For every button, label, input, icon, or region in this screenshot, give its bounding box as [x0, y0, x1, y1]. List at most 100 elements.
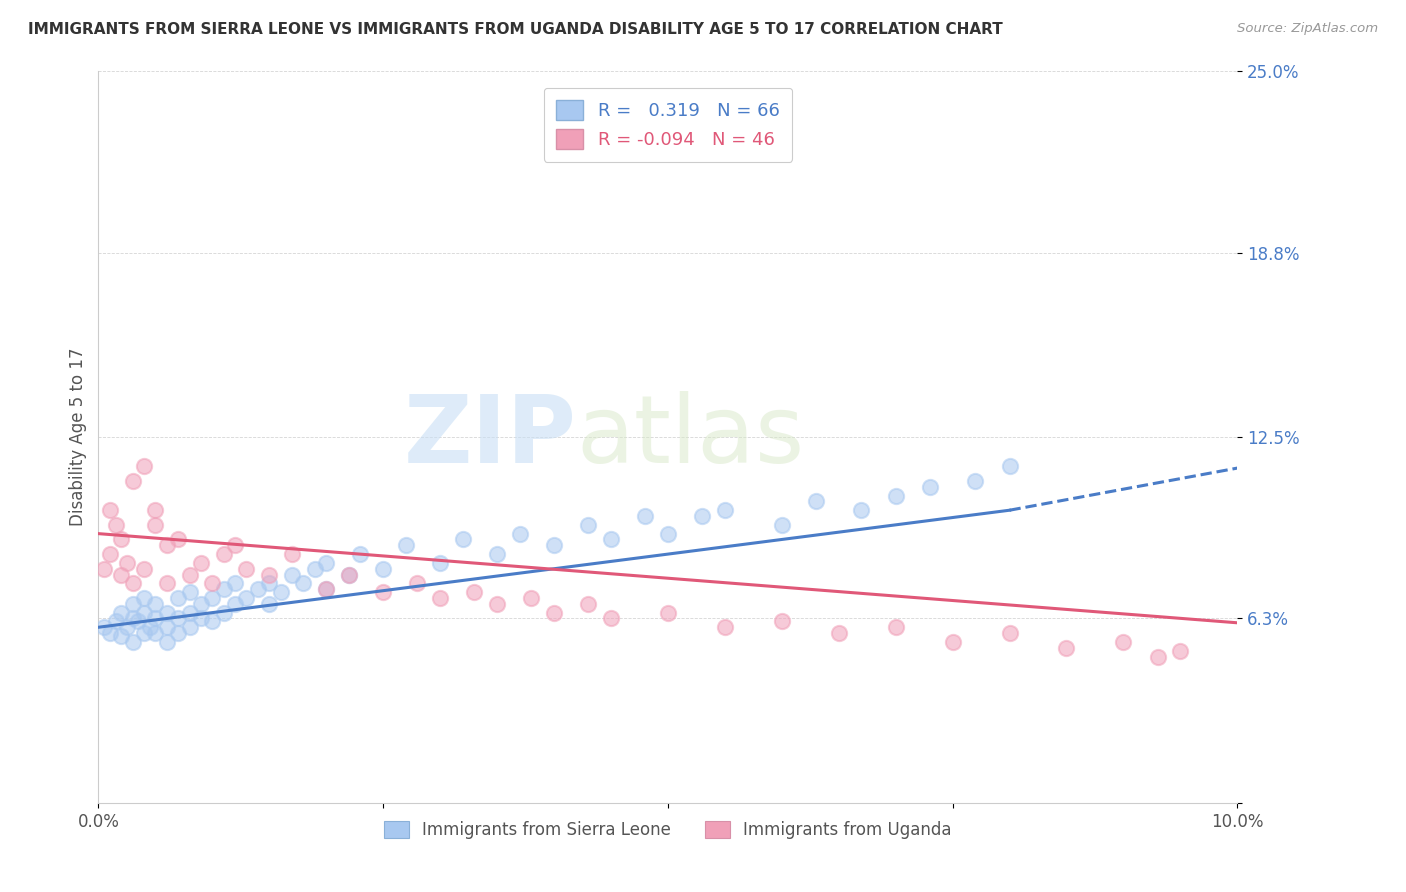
Point — [167, 591, 190, 605]
Point — [486, 597, 509, 611]
Point — [156, 538, 179, 552]
Point — [259, 567, 281, 582]
Point — [600, 533, 623, 547]
Legend: Immigrants from Sierra Leone, Immigrants from Uganda: Immigrants from Sierra Leone, Immigrants… — [377, 814, 959, 846]
Point — [179, 567, 201, 582]
Point — [179, 585, 201, 599]
Point — [965, 474, 987, 488]
Point — [942, 635, 965, 649]
Point — [634, 509, 657, 524]
Point — [145, 517, 167, 532]
Point — [110, 533, 132, 547]
Point — [259, 576, 281, 591]
Point — [600, 611, 623, 625]
Point — [281, 547, 304, 561]
Point — [884, 620, 907, 634]
Point — [315, 556, 337, 570]
Text: IMMIGRANTS FROM SIERRA LEONE VS IMMIGRANTS FROM UGANDA DISABILITY AGE 5 TO 17 CO: IMMIGRANTS FROM SIERRA LEONE VS IMMIGRAN… — [28, 22, 1002, 37]
Point — [520, 591, 543, 605]
Point — [259, 597, 281, 611]
Point — [212, 547, 235, 561]
Point — [543, 606, 565, 620]
Point — [132, 459, 155, 474]
Point — [1170, 643, 1192, 657]
Point — [451, 533, 474, 547]
Point — [657, 526, 679, 541]
Point — [93, 620, 115, 634]
Point — [851, 503, 873, 517]
Point — [145, 611, 167, 625]
Point — [224, 538, 246, 552]
Point — [121, 635, 143, 649]
Point — [576, 517, 599, 532]
Point — [190, 556, 212, 570]
Point — [1112, 635, 1135, 649]
Point — [690, 509, 713, 524]
Point — [156, 576, 179, 591]
Point — [110, 567, 132, 582]
Point — [337, 567, 360, 582]
Point — [98, 547, 121, 561]
Point — [304, 562, 326, 576]
Point — [884, 489, 907, 503]
Point — [1146, 649, 1168, 664]
Point — [132, 626, 155, 640]
Point — [714, 620, 737, 634]
Point — [201, 576, 224, 591]
Point — [115, 620, 138, 634]
Point — [246, 582, 269, 597]
Point — [98, 626, 121, 640]
Point — [395, 538, 418, 552]
Point — [167, 626, 190, 640]
Point — [201, 615, 224, 629]
Point — [104, 517, 127, 532]
Point — [998, 626, 1021, 640]
Point — [98, 503, 121, 517]
Point — [770, 615, 793, 629]
Point — [373, 585, 395, 599]
Point — [121, 611, 143, 625]
Point — [138, 620, 160, 634]
Point — [156, 606, 179, 620]
Point — [145, 503, 167, 517]
Point — [429, 556, 451, 570]
Point — [998, 459, 1021, 474]
Point — [127, 615, 149, 629]
Point — [804, 494, 827, 508]
Point — [714, 503, 737, 517]
Point — [373, 562, 395, 576]
Point — [212, 606, 235, 620]
Point — [281, 567, 304, 582]
Y-axis label: Disability Age 5 to 17: Disability Age 5 to 17 — [69, 348, 87, 526]
Point — [292, 576, 315, 591]
Point — [270, 585, 292, 599]
Point — [315, 582, 337, 597]
Point — [212, 582, 235, 597]
Point — [104, 615, 127, 629]
Point — [121, 576, 143, 591]
Text: ZIP: ZIP — [404, 391, 576, 483]
Point — [509, 526, 531, 541]
Point — [93, 562, 115, 576]
Point — [406, 576, 429, 591]
Point — [190, 597, 212, 611]
Point — [349, 547, 371, 561]
Point — [543, 538, 565, 552]
Point — [145, 626, 167, 640]
Point — [190, 611, 212, 625]
Point — [429, 591, 451, 605]
Point — [576, 597, 599, 611]
Point — [235, 562, 257, 576]
Point — [224, 576, 246, 591]
Point — [828, 626, 851, 640]
Point — [770, 517, 793, 532]
Point — [132, 606, 155, 620]
Point — [167, 611, 190, 625]
Point — [179, 620, 201, 634]
Point — [224, 597, 246, 611]
Point — [121, 597, 143, 611]
Point — [315, 582, 337, 597]
Point — [167, 533, 190, 547]
Point — [463, 585, 485, 599]
Point — [201, 591, 224, 605]
